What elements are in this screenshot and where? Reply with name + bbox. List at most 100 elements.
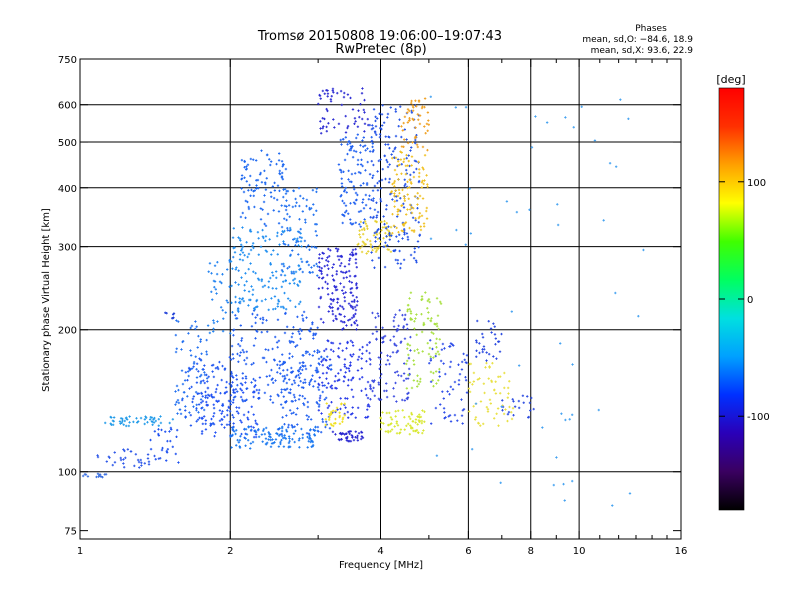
data-point bbox=[367, 198, 371, 201]
data-point bbox=[344, 204, 348, 207]
data-point bbox=[171, 445, 175, 449]
data-point bbox=[340, 177, 343, 180]
data-point bbox=[280, 233, 283, 236]
data-point bbox=[157, 417, 160, 421]
data-point bbox=[235, 406, 238, 409]
data-point bbox=[240, 247, 244, 251]
data-point bbox=[360, 431, 364, 434]
data-point bbox=[342, 380, 346, 383]
data-point bbox=[241, 297, 245, 300]
data-point bbox=[290, 366, 293, 370]
data-point bbox=[323, 264, 326, 268]
colorbar-tick-label: -100 bbox=[747, 412, 770, 423]
data-point bbox=[331, 274, 334, 277]
data-point bbox=[315, 223, 318, 226]
data-point bbox=[197, 334, 200, 338]
data-point bbox=[305, 414, 308, 417]
data-point bbox=[175, 428, 179, 432]
data-point bbox=[157, 434, 161, 437]
data-point bbox=[288, 445, 292, 449]
data-point bbox=[355, 266, 359, 269]
data-point bbox=[356, 125, 360, 128]
data-point bbox=[288, 439, 291, 443]
data-point bbox=[308, 353, 311, 356]
data-point bbox=[219, 391, 222, 395]
data-point bbox=[274, 335, 277, 339]
data-point bbox=[212, 327, 215, 331]
data-point bbox=[230, 385, 233, 388]
data-point bbox=[249, 230, 253, 233]
data-point bbox=[264, 182, 267, 186]
data-point bbox=[285, 218, 288, 222]
data-point bbox=[277, 298, 280, 302]
data-point bbox=[354, 308, 358, 312]
data-point bbox=[280, 204, 283, 207]
data-point bbox=[284, 312, 287, 315]
data-point bbox=[194, 327, 197, 331]
colorbar-label: [deg] bbox=[716, 73, 745, 86]
data-point bbox=[343, 296, 346, 299]
data-point bbox=[232, 255, 235, 259]
data-point bbox=[314, 332, 318, 335]
data-point bbox=[353, 298, 356, 302]
data-point bbox=[204, 396, 207, 399]
data-point bbox=[250, 405, 253, 408]
data-point bbox=[355, 328, 358, 331]
data-point bbox=[339, 313, 343, 316]
data-point bbox=[325, 386, 329, 389]
data-point bbox=[283, 274, 287, 277]
data-point bbox=[348, 142, 352, 145]
data-point bbox=[263, 169, 266, 173]
data-point bbox=[344, 114, 347, 118]
data-point bbox=[219, 306, 223, 309]
data-point bbox=[300, 329, 303, 333]
data-point bbox=[362, 136, 366, 139]
data-point bbox=[180, 348, 183, 351]
data-point bbox=[231, 401, 235, 404]
data-point bbox=[321, 381, 324, 384]
data-point bbox=[282, 395, 285, 398]
data-point bbox=[283, 204, 287, 208]
data-point bbox=[321, 390, 324, 394]
data-point bbox=[260, 433, 264, 436]
data-point bbox=[292, 278, 295, 282]
data-point bbox=[278, 360, 282, 363]
data-point bbox=[237, 269, 240, 272]
data-point bbox=[246, 255, 249, 259]
data-point bbox=[344, 271, 347, 274]
data-point bbox=[308, 271, 311, 274]
data-point bbox=[290, 412, 293, 415]
data-point bbox=[351, 155, 355, 159]
data-point bbox=[214, 366, 218, 370]
data-point bbox=[364, 169, 367, 172]
data-point bbox=[359, 184, 363, 187]
data-point bbox=[303, 397, 307, 400]
data-point bbox=[152, 421, 156, 424]
data-point bbox=[207, 270, 210, 273]
data-point bbox=[321, 286, 324, 290]
data-point bbox=[233, 430, 236, 433]
data-point bbox=[342, 307, 345, 311]
data-point bbox=[197, 403, 201, 406]
data-point bbox=[339, 89, 343, 93]
data-point bbox=[148, 418, 152, 421]
data-point bbox=[241, 348, 245, 352]
data-point bbox=[316, 386, 320, 389]
data-point bbox=[203, 381, 206, 385]
data-point bbox=[159, 415, 162, 418]
data-point bbox=[334, 317, 338, 320]
data-point bbox=[213, 264, 217, 267]
data-point bbox=[290, 424, 294, 427]
data-point bbox=[316, 326, 319, 329]
data-point bbox=[359, 144, 362, 147]
data-point bbox=[298, 332, 301, 336]
data-point bbox=[354, 221, 357, 224]
data-point bbox=[255, 329, 258, 333]
data-point bbox=[283, 374, 286, 378]
data-point bbox=[146, 453, 150, 456]
data-point bbox=[151, 420, 154, 423]
data-point bbox=[264, 348, 267, 351]
data-point bbox=[328, 427, 332, 430]
data-point bbox=[231, 353, 235, 356]
data-point bbox=[321, 363, 325, 367]
